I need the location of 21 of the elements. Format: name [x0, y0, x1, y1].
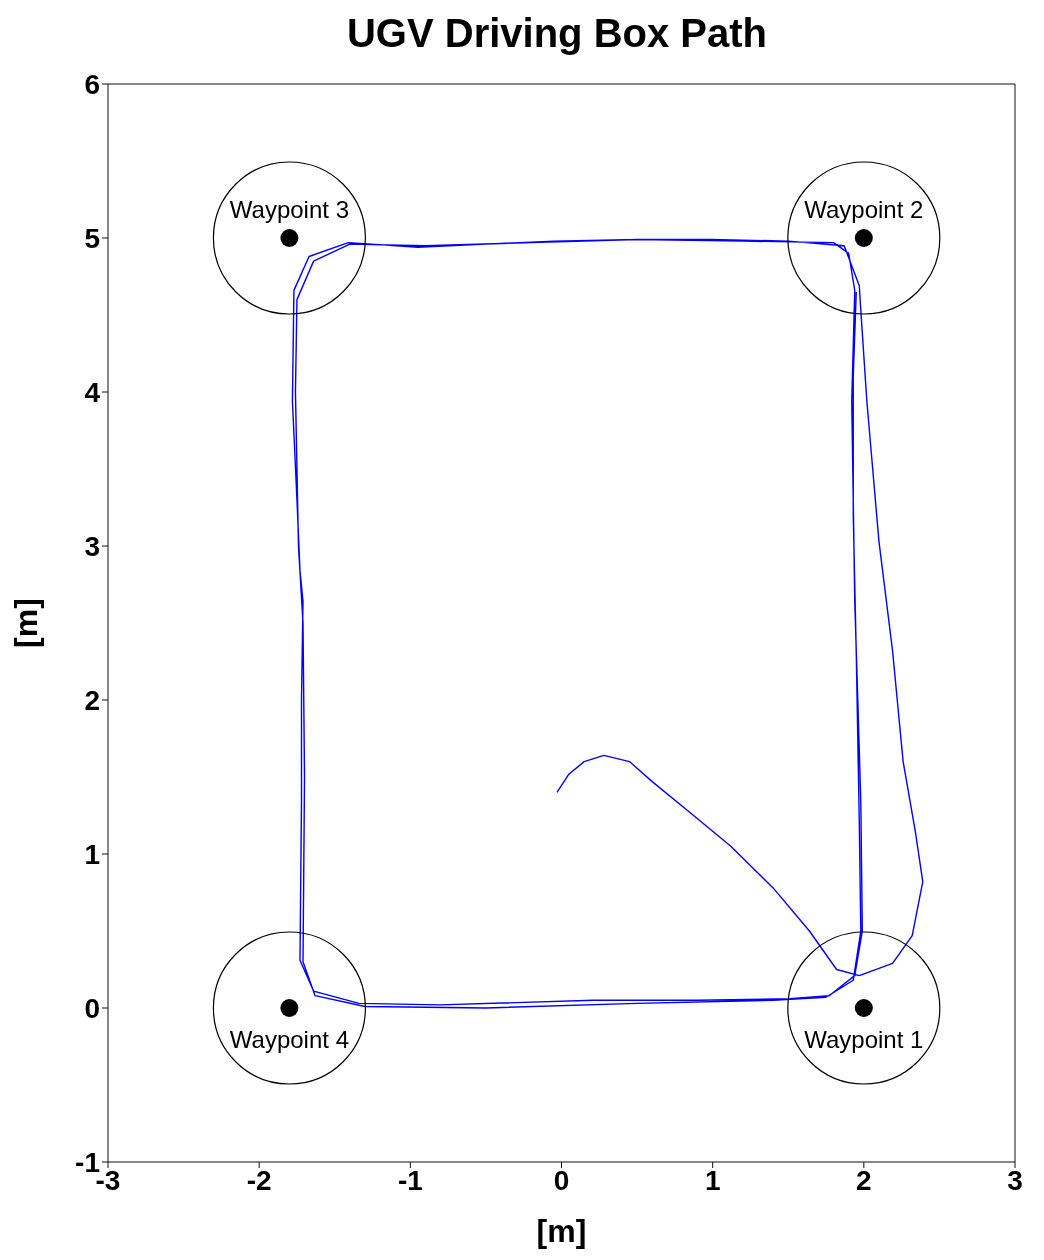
- y-tick-label: 1: [84, 838, 100, 870]
- x-tick-label: 3: [1007, 1164, 1023, 1196]
- y-tick-label: 3: [84, 530, 100, 562]
- chart-title: UGV Driving Box Path: [345, 10, 769, 57]
- x-tick-label: 0: [553, 1164, 570, 1196]
- annotation: Waypoint 1: [804, 1026, 924, 1053]
- y-tick-label: 4: [84, 376, 101, 408]
- annotation: Waypoint 4: [229, 1026, 349, 1053]
- y-tick-label: 2: [84, 684, 100, 716]
- y-tick-label: 6: [84, 68, 100, 100]
- annotation: Waypoint 3: [229, 196, 349, 223]
- x-tick-label: 2: [856, 1164, 872, 1196]
- y-axis-title: [m]: [8, 598, 45, 648]
- x-tick-label: 1: [704, 1164, 721, 1196]
- line-series: [291, 238, 924, 1009]
- y-tick-label: 0: [84, 992, 100, 1024]
- y-tick-label: 5: [84, 222, 100, 254]
- annotation: Waypoint 2: [804, 196, 924, 223]
- x-tick-label: -1: [397, 1164, 423, 1196]
- x-tick-label: -2: [246, 1164, 272, 1196]
- x-axis-title: [m]: [536, 1213, 587, 1249]
